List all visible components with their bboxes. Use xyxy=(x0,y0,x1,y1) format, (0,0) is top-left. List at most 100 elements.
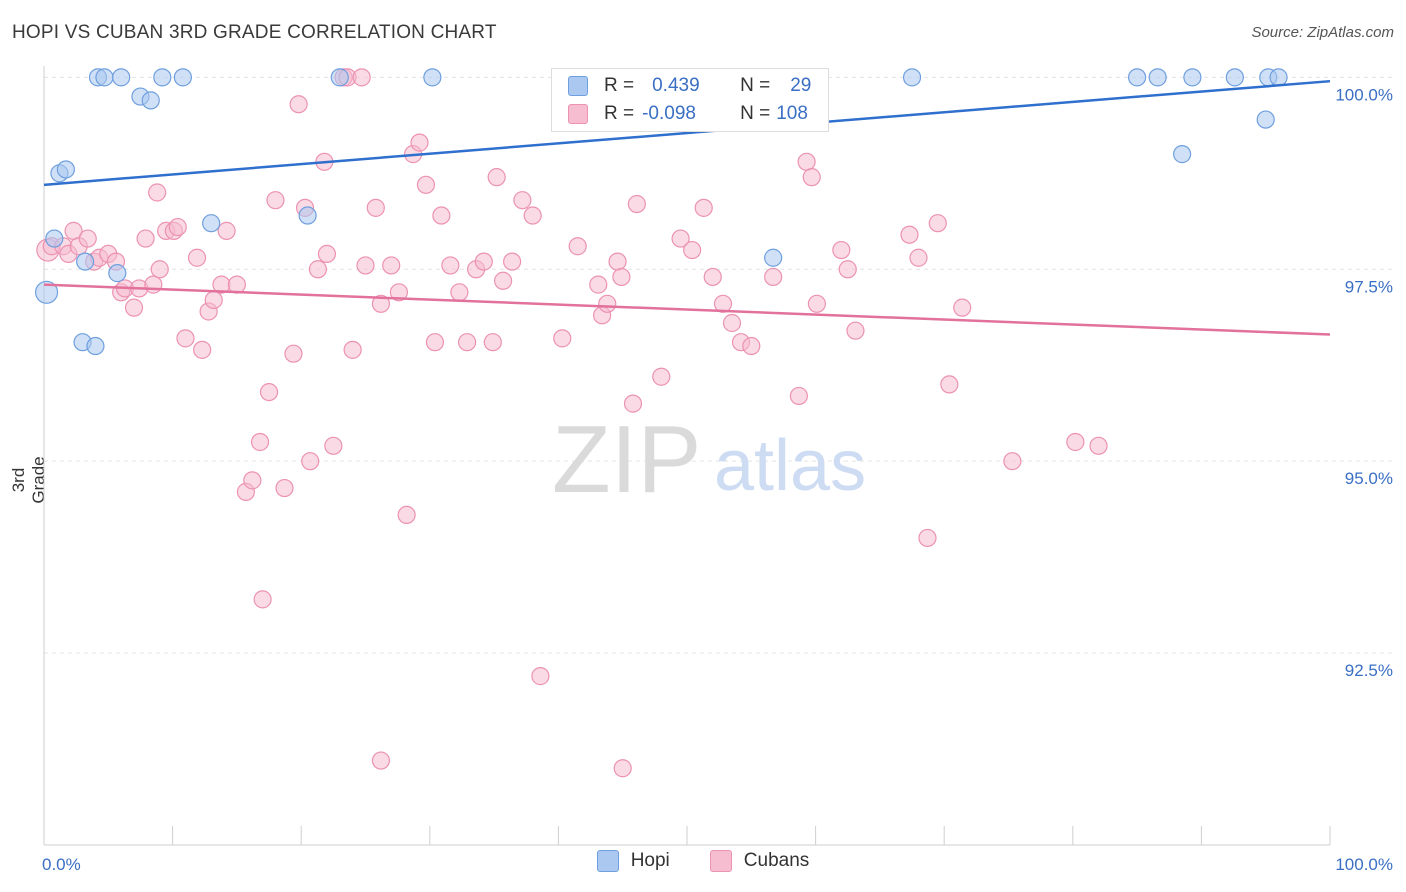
cubans-point-24 xyxy=(193,340,212,359)
hopi-point-28 xyxy=(1269,68,1288,87)
cubans-point-22 xyxy=(176,329,195,348)
cubans-point-76 xyxy=(589,275,608,294)
hopi-point-20 xyxy=(902,68,922,87)
hopi-point-12 xyxy=(141,91,160,110)
cubans-point-84 xyxy=(671,229,690,248)
hopi-point-23 xyxy=(1183,68,1202,87)
axes xyxy=(43,66,1331,846)
cubans-point-105 xyxy=(953,298,972,317)
y-tick-label-0: 100.0% xyxy=(1335,85,1393,104)
cubans-point-43 xyxy=(317,244,337,264)
cubans-point-74 xyxy=(553,329,572,348)
cubans-point-16 xyxy=(144,275,163,294)
cubans-point-56 xyxy=(410,133,429,152)
cubans-n-value: 108 xyxy=(776,103,808,124)
cubans-point-67 xyxy=(494,271,513,290)
cubans-point-102 xyxy=(918,528,937,548)
cubans-point-60 xyxy=(441,256,460,275)
cubans-point-52 xyxy=(382,256,401,275)
cubans-point-70 xyxy=(523,206,542,225)
cubans-point-38 xyxy=(289,95,308,114)
hopi-points xyxy=(34,68,1288,356)
cubans-point-64 xyxy=(474,252,493,271)
cubans-point-37 xyxy=(284,344,303,363)
hopi-point-9 xyxy=(95,68,114,87)
cubans-point-48 xyxy=(352,68,371,87)
y-tick-label-1: 97.5% xyxy=(1345,277,1393,296)
legend-cubans-swatch xyxy=(709,850,732,872)
hopi-point-18 xyxy=(423,68,442,87)
hopi-point-26 xyxy=(1173,145,1192,164)
hopi-n-label: N = xyxy=(740,75,771,96)
y-tick-labels: 100.0% 97.5% 95.0% 92.5% xyxy=(1335,85,1393,680)
cubans-point-75 xyxy=(568,237,587,256)
hopi-r-label: R = xyxy=(604,75,635,96)
cubans-point-50 xyxy=(366,198,385,217)
cubans-point-51 xyxy=(371,294,391,313)
watermark-atlas: atlas xyxy=(714,426,866,506)
legend-hopi-swatch xyxy=(596,850,619,872)
hopi-point-7 xyxy=(108,264,127,283)
cubans-point-28 xyxy=(217,221,236,240)
cubans-point-6 xyxy=(78,229,97,248)
hopi-point-16 xyxy=(298,206,317,225)
watermark-zip: ZIP xyxy=(552,406,701,513)
cubans-point-69 xyxy=(513,191,532,210)
hopi-point-0 xyxy=(34,280,59,304)
hopi-point-17 xyxy=(330,68,349,87)
cubans-point-79 xyxy=(608,252,627,271)
hopi-point-19 xyxy=(764,248,783,267)
cubans-point-99 xyxy=(846,321,865,340)
hopi-point-24 xyxy=(1225,68,1244,87)
cubans-point-36 xyxy=(275,478,294,498)
hopi-point-14 xyxy=(173,68,192,87)
hopi-swatch xyxy=(568,76,588,96)
cubans-point-66 xyxy=(487,168,506,187)
hopi-point-3 xyxy=(56,160,75,179)
cubans-point-89 xyxy=(722,313,742,333)
cubans-point-35 xyxy=(266,191,285,210)
cubans-trend-line xyxy=(43,283,1331,336)
cubans-point-41 xyxy=(308,260,328,279)
cubans-point-80 xyxy=(612,267,631,287)
stats-legend: R = 0.439 N = 29 R = -0.098 N = 108 xyxy=(551,68,829,132)
hopi-r-value: 0.439 xyxy=(652,75,700,96)
x-tick-labels: 0.0% 100.0% xyxy=(42,855,1393,874)
cubans-point-108 xyxy=(1089,436,1108,455)
cubans-point-93 xyxy=(789,386,808,406)
cubans-point-61 xyxy=(450,283,469,302)
cubans-point-32 xyxy=(250,432,270,452)
cubans-point-53 xyxy=(389,283,409,302)
cubans-n-label: N = xyxy=(740,103,771,124)
cubans-point-83 xyxy=(652,367,671,386)
cubans-point-54 xyxy=(397,505,416,525)
hopi-point-13 xyxy=(153,68,172,87)
cubans-point-40 xyxy=(301,452,320,471)
hopi-trend-line xyxy=(43,79,1331,187)
cubans-point-87 xyxy=(703,267,722,287)
cubans-point-73 xyxy=(531,667,550,686)
legend-hopi-label: Hopi xyxy=(630,850,670,871)
hopi-point-22 xyxy=(1148,68,1167,87)
source-credit: Source: ZipAtlas.com xyxy=(1251,24,1394,41)
cubans-point-15 xyxy=(136,229,155,248)
cubans-point-62 xyxy=(457,333,477,352)
trend-lines xyxy=(43,79,1331,336)
cubans-point-106 xyxy=(1003,452,1022,471)
cubans-point-98 xyxy=(838,260,857,279)
legend-item-hopi[interactable]: Hopi xyxy=(596,850,670,872)
hopi-point-25 xyxy=(1256,110,1275,129)
cubans-point-13 xyxy=(124,298,144,317)
cubans-point-97 xyxy=(832,240,851,260)
legend-item-cubans[interactable]: Cubans xyxy=(709,850,809,872)
hopi-point-15 xyxy=(202,214,221,233)
cubans-point-100 xyxy=(900,225,919,244)
cubans-point-95 xyxy=(802,168,821,187)
cubans-point-85 xyxy=(683,240,702,260)
cubans-r-label: R = xyxy=(604,103,635,124)
cubans-point-44 xyxy=(324,436,343,455)
cubans-point-101 xyxy=(909,248,928,267)
cubans-point-26 xyxy=(204,290,223,310)
cubans-point-78 xyxy=(598,294,617,313)
